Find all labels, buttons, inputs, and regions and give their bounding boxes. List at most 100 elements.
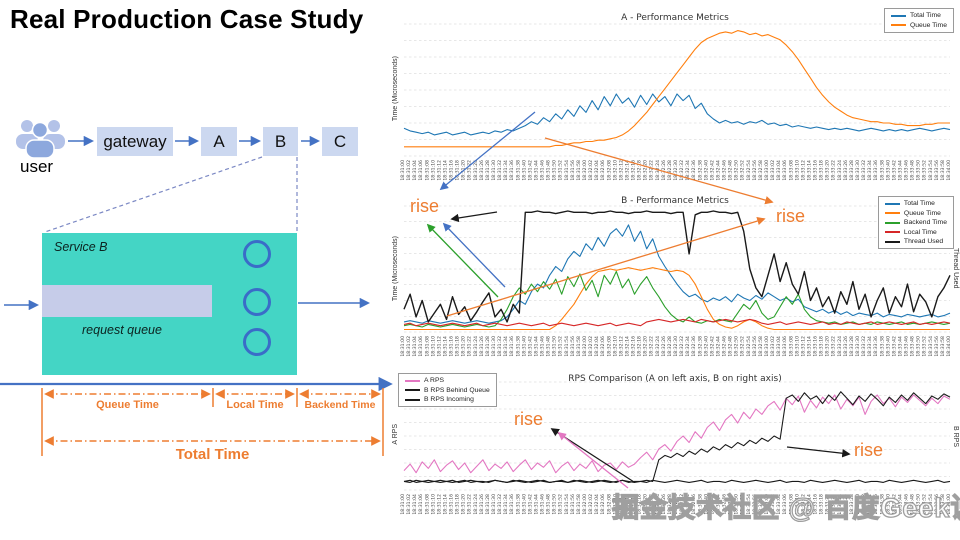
svg-text:18:32:12: 18:32:12 (618, 336, 624, 357)
svg-text:18:33:34: 18:33:34 (867, 494, 873, 515)
svg-text:18:33:22: 18:33:22 (831, 160, 837, 181)
svg-text:18:31:06: 18:31:06 (418, 160, 424, 181)
svg-text:18:33:58: 18:33:58 (940, 336, 946, 357)
svg-text:18:33:32: 18:33:32 (861, 336, 867, 357)
svg-text:18:31:44: 18:31:44 (533, 336, 539, 357)
svg-text:18:31:10: 18:31:10 (430, 336, 436, 357)
svg-text:18:32:24: 18:32:24 (655, 160, 661, 181)
svg-text:18:31:36: 18:31:36 (509, 494, 515, 515)
svg-text:18:33:52: 18:33:52 (922, 336, 928, 357)
service-b-box: Service B request queue (42, 233, 297, 375)
svg-text:18:33:58: 18:33:58 (940, 494, 946, 515)
svg-text:18:31:42: 18:31:42 (527, 494, 533, 515)
legend-label: Local Time (903, 228, 937, 236)
chart-rps-legend: A RPS B RPS Behind Queue B RPS Incoming (398, 373, 497, 407)
svg-text:18:32:02: 18:32:02 (588, 494, 594, 515)
svg-text:18:31:58: 18:31:58 (576, 160, 582, 181)
svg-text:18:33:52: 18:33:52 (922, 494, 928, 515)
chart-a-legend: Total Time Queue Time (883, 8, 954, 33)
page-title: Real Production Case Study (10, 4, 364, 34)
svg-text:18:32:02: 18:32:02 (588, 160, 594, 181)
svg-text:18:32:00: 18:32:00 (582, 494, 588, 515)
svg-text:18:31:50: 18:31:50 (552, 336, 558, 357)
svg-text:18:31:14: 18:31:14 (442, 336, 448, 357)
svg-text:18:31:18: 18:31:18 (455, 160, 461, 181)
legend-label: Backend Time (903, 219, 947, 226)
svg-text:18:33:54: 18:33:54 (928, 336, 934, 357)
svg-text:18:32:30: 18:32:30 (673, 160, 679, 181)
svg-text:18:32:36: 18:32:36 (691, 336, 697, 357)
svg-text:18:32:14: 18:32:14 (624, 494, 630, 515)
svg-text:18:31:16: 18:31:16 (449, 160, 455, 181)
svg-text:18:32:28: 18:32:28 (667, 336, 673, 357)
svg-text:18:32:44: 18:32:44 (715, 160, 721, 181)
svg-text:18:34:00: 18:34:00 (946, 336, 952, 357)
svg-text:18:31:58: 18:31:58 (576, 336, 582, 357)
svg-text:18:33:26: 18:33:26 (843, 160, 849, 181)
svg-text:18:31:56: 18:31:56 (570, 494, 576, 515)
svg-text:18:33:32: 18:33:32 (861, 494, 867, 515)
svg-text:18:33:30: 18:33:30 (855, 160, 861, 181)
svg-text:18:32:46: 18:32:46 (722, 494, 728, 515)
legend-label: Total Time (903, 200, 935, 207)
svg-text:18:33:10: 18:33:10 (794, 336, 800, 357)
svg-text:18:33:04: 18:33:04 (776, 494, 782, 515)
svg-text:18:31:50: 18:31:50 (552, 160, 558, 181)
svg-text:18:33:20: 18:33:20 (825, 160, 831, 181)
svg-text:18:31:20: 18:31:20 (461, 336, 467, 357)
svg-text:18:31:12: 18:31:12 (436, 494, 442, 515)
svg-text:18:33:18: 18:33:18 (819, 494, 825, 515)
svg-text:18:32:56: 18:32:56 (752, 494, 758, 515)
svg-text:18:33:06: 18:33:06 (782, 494, 788, 515)
svg-text:18:31:34: 18:31:34 (503, 494, 509, 515)
svg-text:18:33:24: 18:33:24 (837, 494, 843, 515)
svg-text:18:33:04: 18:33:04 (776, 336, 782, 357)
svg-text:18:33:24: 18:33:24 (837, 336, 843, 357)
svg-text:18:31:52: 18:31:52 (558, 160, 564, 181)
svg-text:18:31:46: 18:31:46 (540, 160, 546, 181)
svg-text:18:31:40: 18:31:40 (521, 336, 527, 357)
svg-text:18:33:22: 18:33:22 (831, 494, 837, 515)
svg-text:18:32:56: 18:32:56 (752, 160, 758, 181)
svg-text:18:32:18: 18:32:18 (637, 336, 643, 357)
svg-text:18:32:18: 18:32:18 (637, 160, 643, 181)
svg-text:18:33:14: 18:33:14 (806, 494, 812, 515)
svg-text:18:31:38: 18:31:38 (515, 336, 521, 357)
svg-text:18:31:48: 18:31:48 (546, 494, 552, 515)
svg-text:18:33:56: 18:33:56 (934, 160, 940, 181)
svg-text:18:32:42: 18:32:42 (709, 336, 715, 357)
svg-text:18:31:42: 18:31:42 (527, 336, 533, 357)
svg-text:18:32:54: 18:32:54 (746, 160, 752, 181)
svg-text:18:31:06: 18:31:06 (418, 494, 424, 515)
chart-a-ylabel: Time (Microseconds) (392, 56, 399, 122)
svg-text:18:32:54: 18:32:54 (746, 336, 752, 357)
svg-text:18:33:14: 18:33:14 (806, 160, 812, 181)
legend-item: Backend Time (884, 219, 947, 226)
svg-text:18:31:08: 18:31:08 (424, 494, 430, 515)
svg-text:18:33:44: 18:33:44 (897, 336, 903, 357)
svg-text:18:33:08: 18:33:08 (788, 494, 794, 515)
svg-text:18:31:30: 18:31:30 (491, 336, 497, 357)
legend-item: Queue Time (890, 22, 947, 29)
svg-text:18:31:46: 18:31:46 (540, 494, 546, 515)
svg-text:18:31:54: 18:31:54 (564, 160, 570, 181)
svg-text:18:33:42: 18:33:42 (891, 336, 897, 357)
svg-text:18:33:20: 18:33:20 (825, 336, 831, 357)
svg-text:18:31:00: 18:31:00 (400, 160, 406, 181)
svg-text:18:32:10: 18:32:10 (612, 494, 618, 515)
svg-text:18:32:10: 18:32:10 (612, 336, 618, 357)
svg-text:18:32:24: 18:32:24 (655, 494, 661, 515)
svg-text:18:34:00: 18:34:00 (946, 160, 952, 181)
svg-text:18:31:56: 18:31:56 (570, 336, 576, 357)
svg-text:18:33:06: 18:33:06 (782, 336, 788, 357)
svg-text:18:31:06: 18:31:06 (418, 336, 424, 357)
svg-text:18:31:24: 18:31:24 (473, 160, 479, 181)
svg-text:18:31:58: 18:31:58 (576, 494, 582, 515)
svg-text:18:33:48: 18:33:48 (910, 160, 916, 181)
svg-text:18:32:16: 18:32:16 (631, 336, 637, 357)
chart-a-performance-metrics: A - Performance Metrics Time (Microsecon… (390, 4, 960, 192)
svg-text:18:32:40: 18:32:40 (703, 336, 709, 357)
svg-text:18:33:12: 18:33:12 (800, 336, 806, 357)
svg-text:18:33:08: 18:33:08 (788, 336, 794, 357)
